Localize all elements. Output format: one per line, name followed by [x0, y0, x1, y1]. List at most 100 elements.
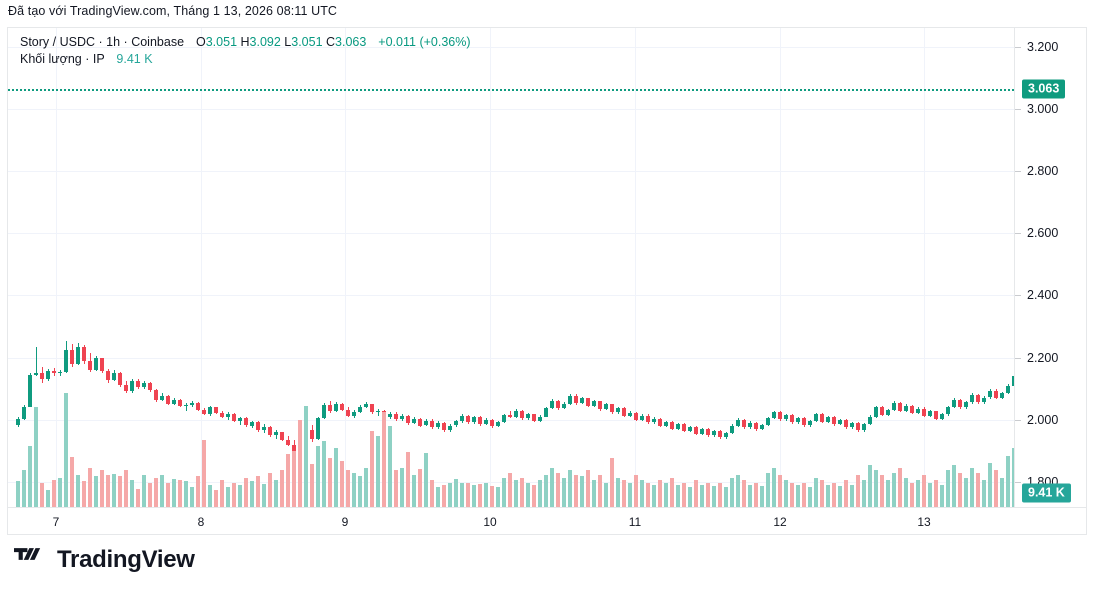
- volume-bar: [658, 480, 662, 507]
- volume-bar: [202, 439, 206, 507]
- volume-bar: [634, 475, 638, 507]
- candle-wick: [59, 370, 61, 377]
- candle-body: [994, 390, 998, 399]
- volume-bar: [1000, 477, 1004, 507]
- candle-body: [772, 411, 776, 419]
- volume-bar: [466, 482, 470, 507]
- volume-bar: [94, 476, 98, 507]
- horizontal-gridline: [8, 357, 1014, 359]
- candle-body: [676, 424, 680, 429]
- candle-body: [424, 420, 428, 426]
- volume-bar: [526, 482, 530, 507]
- volume-bar: [334, 448, 338, 507]
- candle-body: [862, 424, 866, 431]
- candle-body: [94, 358, 98, 370]
- volume-bar: [406, 452, 410, 507]
- candle-body: [394, 413, 398, 420]
- candle-body: [454, 421, 458, 426]
- candle-body: [286, 439, 290, 445]
- volume-bar: [982, 480, 986, 507]
- candle-body: [652, 418, 656, 423]
- candle-body: [784, 414, 788, 420]
- candle-body: [358, 406, 362, 412]
- tradingview-wordmark: TradingView: [57, 545, 195, 573]
- volume-bar: [598, 475, 602, 507]
- volume-bar: [340, 460, 344, 507]
- candle-body: [856, 423, 860, 431]
- candle-body: [310, 429, 314, 440]
- volume-bar: [322, 441, 326, 507]
- volume-bar: [688, 487, 692, 507]
- volume-bar: [484, 482, 488, 507]
- volume-bar: [928, 482, 932, 507]
- candle-body: [124, 385, 128, 392]
- volume-bar: [178, 480, 182, 507]
- volume-bar: [712, 486, 716, 507]
- candle-wick: [377, 409, 379, 417]
- candle-body: [658, 418, 662, 427]
- price-axis[interactable]: 3.200 3.000 2.800 2.600 2.400 2.200 2.000 1.800…: [1014, 28, 1087, 507]
- volume-bar: [16, 481, 20, 507]
- price-axis-tick: [1015, 171, 1021, 173]
- candle-body: [46, 370, 50, 379]
- candle-body: [388, 413, 392, 418]
- volume-bar: [424, 453, 428, 507]
- volume-bar: [502, 477, 506, 507]
- volume-bar: [730, 477, 734, 507]
- chart-plot-area[interactable]: [8, 28, 1014, 507]
- volume-bar: [880, 475, 884, 507]
- candle-body: [760, 424, 764, 430]
- volume-bar: [70, 456, 74, 507]
- volume-bar: [436, 487, 440, 507]
- volume-bar: [268, 472, 272, 507]
- candle-body: [550, 400, 554, 409]
- candle-body: [370, 404, 374, 413]
- candle-body: [814, 414, 818, 422]
- volume-bar: [1012, 448, 1014, 507]
- candle-body: [142, 383, 146, 388]
- time-axis[interactable]: 7 8 9 10 11 12 13: [8, 507, 1087, 535]
- candle-body: [1000, 393, 1004, 399]
- candle-body: [802, 418, 806, 426]
- candle-body: [700, 429, 704, 434]
- volume-bar: [184, 481, 188, 507]
- candle-body: [208, 407, 212, 414]
- price-axis-label: 2.000: [1027, 412, 1059, 427]
- vertical-gridline: [635, 28, 636, 507]
- candle-body: [334, 403, 338, 412]
- candle-body: [988, 390, 992, 398]
- volume-bar: [430, 480, 434, 507]
- candle-body: [850, 423, 854, 428]
- vertical-gridline: [924, 28, 925, 507]
- volume-bar: [892, 472, 896, 507]
- horizontal-gridline: [8, 419, 1014, 421]
- volume-bar: [802, 482, 806, 507]
- candle-body: [730, 425, 734, 433]
- price-axis-label: 2.200: [1027, 350, 1059, 365]
- candle-body: [214, 407, 218, 414]
- volume-bar: [586, 470, 590, 507]
- candle-body: [940, 414, 944, 419]
- volume-bar: [790, 482, 794, 507]
- volume-bar: [958, 472, 962, 507]
- candle-body: [292, 444, 296, 455]
- candle-body: [178, 399, 182, 406]
- candle-body: [136, 381, 140, 388]
- candle-body: [886, 409, 890, 415]
- volume-bar: [970, 467, 974, 507]
- volume-bar: [544, 475, 548, 507]
- volume-bar: [778, 475, 782, 507]
- candle-body: [274, 432, 278, 436]
- price-axis-tick: [1015, 295, 1021, 297]
- volume-bar: [40, 482, 44, 507]
- volume-bar: [328, 458, 332, 507]
- volume-bar: [52, 480, 56, 507]
- volume-bar: [442, 485, 446, 507]
- volume-bar: [724, 487, 728, 507]
- candle-body: [316, 418, 320, 440]
- vertical-gridline: [345, 28, 346, 507]
- volume-bar: [538, 480, 542, 507]
- candle-body: [820, 414, 824, 422]
- volume-bar: [460, 482, 464, 507]
- candle-body: [442, 423, 446, 431]
